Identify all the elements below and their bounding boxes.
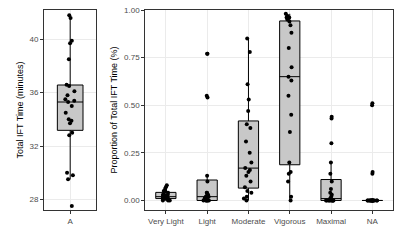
svg-text:28: 28 bbox=[29, 195, 38, 204]
svg-text:1.00: 1.00 bbox=[124, 6, 140, 15]
svg-text:0.75: 0.75 bbox=[124, 53, 140, 62]
svg-text:32: 32 bbox=[29, 142, 38, 151]
svg-text:40: 40 bbox=[29, 35, 38, 44]
svg-text:Maximal: Maximal bbox=[316, 217, 346, 226]
svg-text:NA: NA bbox=[367, 217, 379, 226]
svg-text:Moderate: Moderate bbox=[232, 217, 266, 226]
svg-text:Vigorous: Vigorous bbox=[274, 217, 305, 226]
svg-text:0.00: 0.00 bbox=[124, 196, 140, 205]
svg-text:A: A bbox=[68, 217, 74, 226]
svg-text:36: 36 bbox=[29, 88, 38, 97]
svg-text:Very Light: Very Light bbox=[148, 217, 184, 226]
svg-text:Total IFT Time (minutes): Total IFT Time (minutes) bbox=[15, 62, 25, 159]
svg-text:0.25: 0.25 bbox=[124, 149, 140, 158]
svg-text:Proportion of Total IFT Time (: Proportion of Total IFT Time (%) bbox=[109, 46, 119, 173]
svg-text:Light: Light bbox=[198, 217, 216, 226]
svg-text:0.50: 0.50 bbox=[124, 101, 140, 110]
